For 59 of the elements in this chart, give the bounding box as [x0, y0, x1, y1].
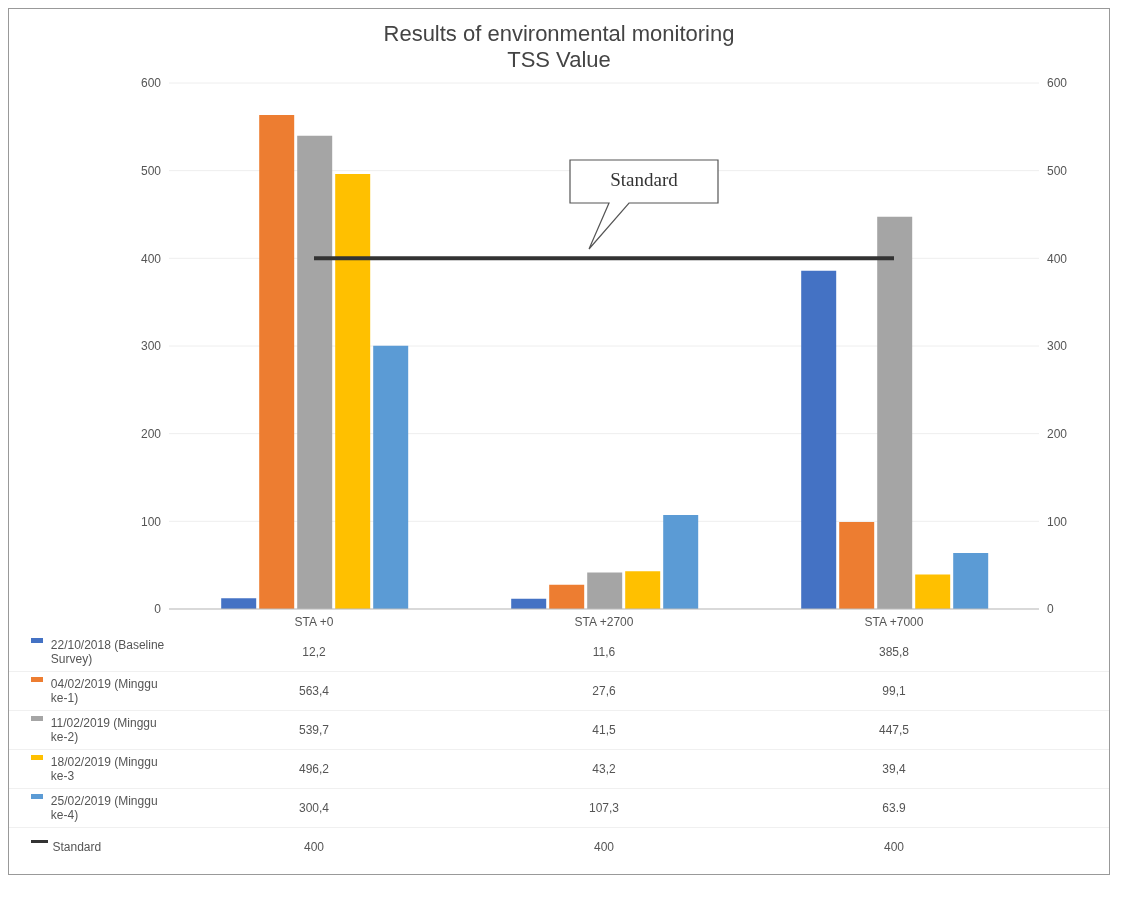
y2-tick-label: 600: [1047, 76, 1068, 91]
data-label: 447,5: [878, 723, 910, 737]
x-tick-label: STA +7000: [864, 614, 924, 629]
bar: [259, 115, 295, 609]
bar: [953, 552, 989, 609]
legend-label: 04/02/2019 (Minggu ke-1): [50, 677, 159, 705]
data-label: 99,1: [881, 684, 907, 698]
data-label: 11,6: [591, 645, 617, 659]
bar: [549, 584, 585, 609]
data-label: 12,2: [301, 645, 327, 659]
legend-label: 25/02/2019 (Minggu ke-4): [50, 794, 159, 822]
bar: [663, 514, 699, 609]
legend-label: 11/02/2019 (Minggu ke-2): [50, 716, 158, 744]
x-tick-label: STA +0: [294, 614, 334, 629]
bar: [297, 135, 333, 609]
bar: [335, 174, 371, 609]
bar: [625, 571, 661, 609]
y-tick-label: 500: [140, 163, 162, 178]
y-tick-label: 600: [140, 76, 162, 91]
chart-subtitle: TSS Value: [506, 47, 612, 73]
legend-label: Standard: [52, 840, 103, 854]
legend-label: 18/02/2019 (Minggu ke-3: [50, 755, 159, 783]
y2-tick-label: 200: [1047, 426, 1068, 441]
data-label: 400: [593, 840, 615, 854]
chart-title: Results of environmental monitoring: [382, 21, 736, 47]
data-label: 563,4: [298, 684, 330, 698]
bar: [839, 522, 875, 609]
data-label: 27,6: [591, 684, 617, 698]
data-label: 539,7: [298, 723, 330, 737]
legend-label: 22/10/2018 (Baseline Survey): [50, 638, 166, 666]
bar: [221, 598, 257, 609]
y-tick-label: 100: [140, 514, 162, 529]
data-label: 496,2: [298, 762, 330, 776]
data-label: 400: [303, 840, 325, 854]
data-label: 400: [883, 840, 905, 854]
data-label: 41,5: [591, 723, 617, 737]
y-tick-label: 200: [140, 426, 162, 441]
data-label: 300,4: [298, 801, 330, 815]
bar: [587, 572, 623, 609]
y-tick-label: 0: [154, 602, 162, 617]
data-label: 63.9: [881, 801, 907, 815]
bar: [915, 574, 951, 609]
bar: [373, 345, 409, 609]
bar: [877, 216, 913, 609]
x-tick-label: STA +2700: [574, 614, 634, 629]
bar: [801, 270, 837, 609]
y-tick-label: 400: [140, 251, 162, 266]
data-label: 43,2: [591, 762, 617, 776]
y-tick-label: 300: [140, 339, 162, 354]
data-label: 39,4: [881, 762, 907, 776]
annotation: Standard: [609, 169, 679, 191]
callout-box: Standard: [569, 159, 719, 251]
data-label: 107,3: [588, 801, 620, 815]
y2-tick-label: 300: [1047, 339, 1068, 354]
data-label: 385,8: [878, 645, 910, 659]
y2-tick-label: 100: [1047, 514, 1068, 529]
y2-tick-label: 400: [1047, 251, 1068, 266]
y2-tick-label: 500: [1047, 163, 1068, 178]
y2-tick-label: 0: [1047, 602, 1054, 617]
